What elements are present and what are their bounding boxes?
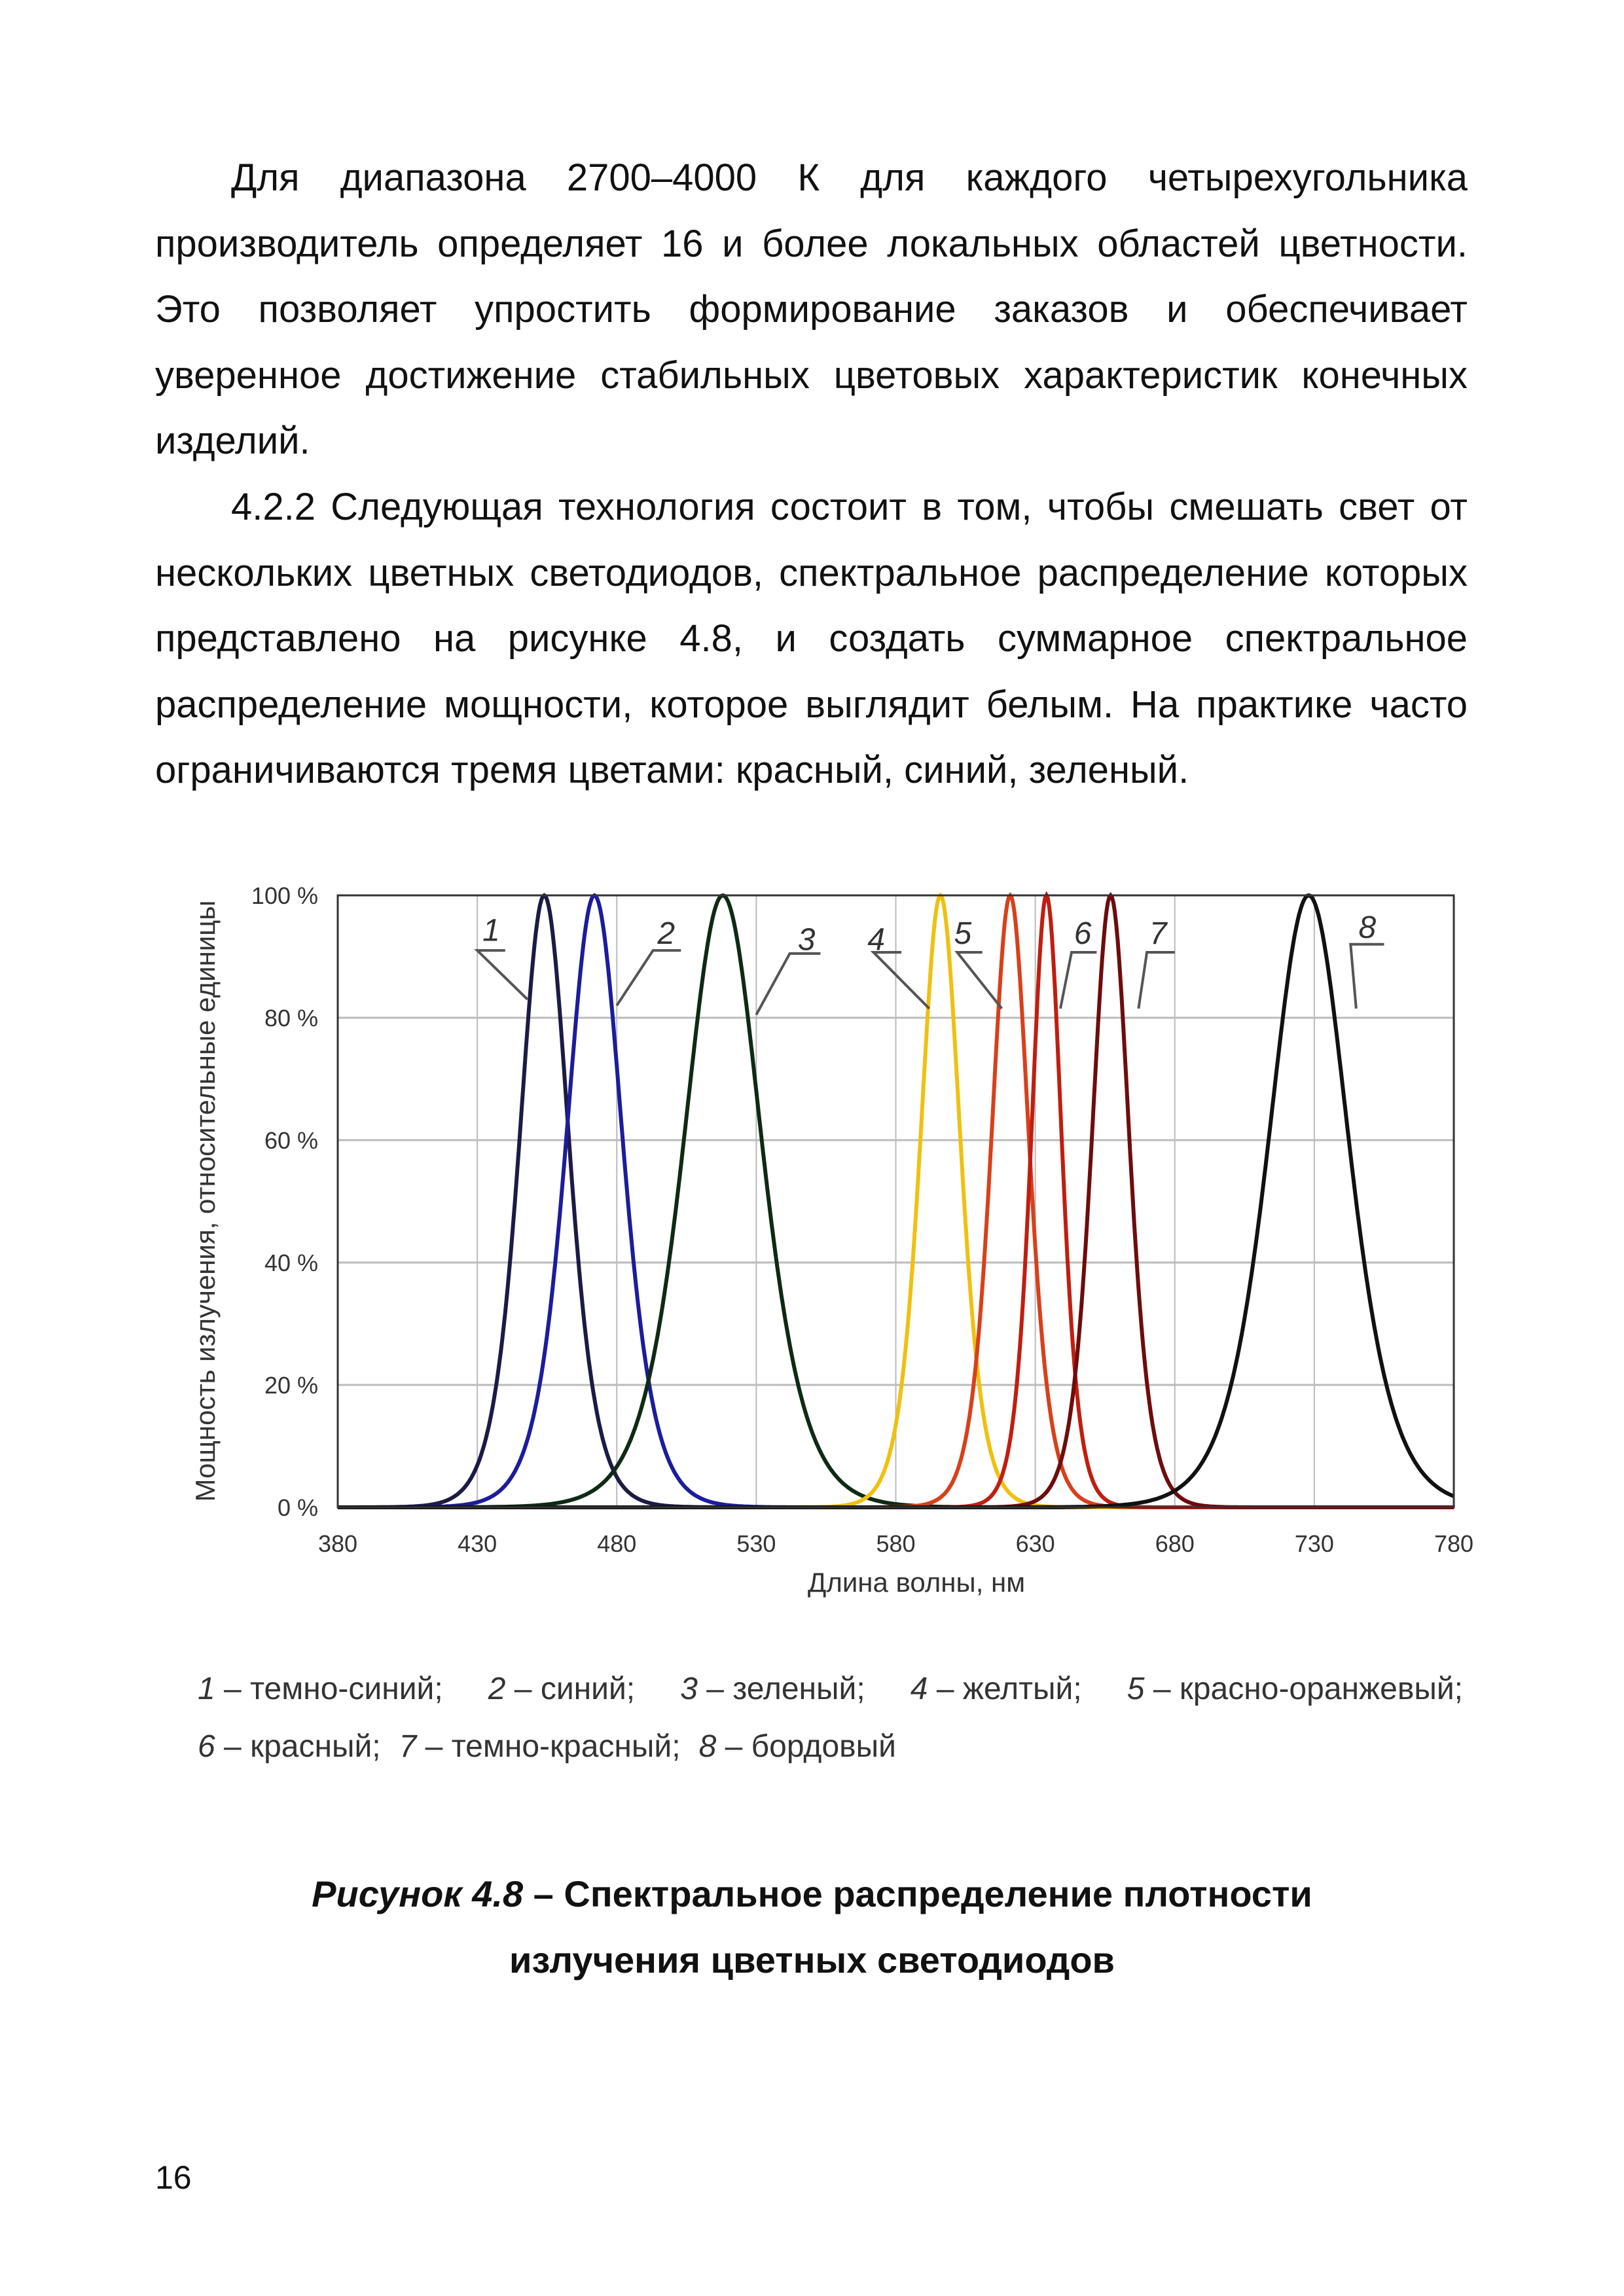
legend-number: 6 xyxy=(198,1729,215,1764)
text-line: уверенное достижение стабильных цветовых… xyxy=(155,353,1468,397)
paragraph-1: Для диапазона 2700–4000 К для каждого че… xyxy=(155,145,1468,475)
legend-number: 3 xyxy=(680,1672,698,1706)
text-line: нескольких цветных светодиодов, спектрал… xyxy=(155,551,1468,594)
x-tick-label: 780 xyxy=(1434,1530,1473,1557)
series-label: 5 xyxy=(954,916,971,951)
x-tick-label: 530 xyxy=(736,1530,776,1557)
text-line: изделий. xyxy=(155,420,310,462)
label-leader-line xyxy=(1349,942,1384,1009)
legend-name: – темно-красный; xyxy=(416,1729,681,1764)
legend-number: 8 xyxy=(698,1729,717,1764)
legend-name: – зеленый; xyxy=(697,1672,865,1706)
series-label: 4 xyxy=(867,922,885,957)
axis-ticks: 380 430 480 530 580 630 680 730 780 0 % 20 % 40 % 60… xyxy=(251,882,1473,1557)
caption-text: – Спектральное распределение плотности xyxy=(523,1873,1312,1914)
series-label: 3 xyxy=(798,922,816,957)
label-leader-line xyxy=(615,949,681,1007)
x-tick-label: 580 xyxy=(876,1530,915,1557)
series-label: 8 xyxy=(1359,910,1377,945)
label-leader-line xyxy=(1137,950,1175,1009)
legend-number: 5 xyxy=(1127,1672,1145,1706)
legend-number: 2 xyxy=(488,1672,506,1706)
legend-item: 5 – красно-оранжевый; xyxy=(1127,1660,1463,1718)
page-number: 16 xyxy=(155,2159,192,2196)
x-axis-title: Длина волны, нм xyxy=(808,1567,1025,1598)
text-line: производитель определяет 16 и более лока… xyxy=(155,222,1468,265)
legend-number: 4 xyxy=(910,1672,928,1706)
y-tick-label: 0 % xyxy=(278,1494,318,1521)
y-tick-label: 40 % xyxy=(264,1249,318,1276)
legend-name: – темно-синий; xyxy=(215,1672,443,1706)
legend-number: 7 xyxy=(399,1729,417,1764)
spectrum-chart: 1 2 3 4 5 6 7 8 380 430 480 530 580 630 680 730 780 0 % 2… xyxy=(190,882,1473,1598)
label-leader-line xyxy=(474,949,529,1001)
legend-item: 1 – темно-синий; xyxy=(198,1660,443,1718)
legend-name: – красный; xyxy=(215,1729,381,1764)
label-leader-line xyxy=(954,950,1003,1010)
y-tick-label: 20 % xyxy=(264,1372,318,1399)
legend-name: – бордовый xyxy=(716,1729,896,1764)
x-tick-label: 680 xyxy=(1155,1530,1195,1557)
x-tick-label: 480 xyxy=(597,1530,636,1557)
y-axis-title: Мощность излучения, относительные единиц… xyxy=(190,901,221,1502)
label-leader-line xyxy=(1059,950,1097,1009)
plot-frame xyxy=(336,894,1455,1509)
legend-name: – красно-оранжевый; xyxy=(1144,1672,1463,1706)
text-line: 4.2.2 Следующая технология состоит в том… xyxy=(231,486,1468,528)
text-line: ограничиваются тремя цветами: красный, с… xyxy=(155,749,1189,791)
figure-caption: Рисунок 4.8 – Спектральное распределение… xyxy=(0,1861,1624,1993)
legend-row: 6 – красный; 7 – темно-красный; 8 – бордов… xyxy=(198,1718,1463,1776)
legend-number: 1 xyxy=(198,1672,215,1706)
text-line: представлено на рисунке 4.8, и создать с… xyxy=(155,617,1468,660)
legend-item: 4 – желтый; xyxy=(911,1660,1082,1718)
x-tick-label: 730 xyxy=(1295,1530,1334,1557)
legend-item: 7 – темно-красный; xyxy=(399,1718,681,1776)
paragraph-2: 4.2.2 Следующая технология состоит в том… xyxy=(155,475,1468,804)
text-line: Для диапазона 2700–4000 К для каждого че… xyxy=(231,156,1468,199)
legend-item: 8 – бордовый xyxy=(699,1718,896,1776)
series-labels: 1 2 3 4 5 6 7 8 xyxy=(474,910,1384,1016)
y-tick-label: 100 % xyxy=(251,882,318,909)
series-label: 2 xyxy=(657,916,675,951)
x-tick-label: 380 xyxy=(318,1530,357,1557)
legend-row: 1 – темно-синий; 2 – синий; 3 – зеленый; 4 … xyxy=(198,1660,1463,1718)
series-label: 7 xyxy=(1149,916,1168,951)
text-line: Это позволяет упростить формирование зак… xyxy=(155,288,1468,331)
legend-name: – желтый; xyxy=(928,1672,1082,1706)
x-tick-label: 630 xyxy=(1016,1530,1055,1557)
series-label: 6 xyxy=(1074,916,1092,951)
text-line: распределение мощности, которое выглядит… xyxy=(155,683,1468,726)
legend-name: – синий; xyxy=(505,1672,636,1706)
label-leader-line xyxy=(870,950,931,1010)
caption-label: Рисунок 4.8 xyxy=(312,1873,524,1914)
series-label: 1 xyxy=(482,913,500,948)
y-tick-label: 80 % xyxy=(264,1005,318,1031)
figure-legend: 1 – темно-синий; 2 – синий; 3 – зеленый; 4 … xyxy=(198,1660,1463,1776)
legend-item: 3 – зеленый; xyxy=(680,1660,865,1718)
label-leader-line xyxy=(755,952,821,1016)
legend-item: 6 – красный; xyxy=(198,1718,381,1776)
y-tick-label: 60 % xyxy=(264,1127,318,1154)
x-tick-label: 430 xyxy=(458,1530,497,1557)
legend-item: 2 – синий; xyxy=(488,1660,635,1718)
caption-text: излучения цветных светодиодов xyxy=(509,1939,1115,1981)
